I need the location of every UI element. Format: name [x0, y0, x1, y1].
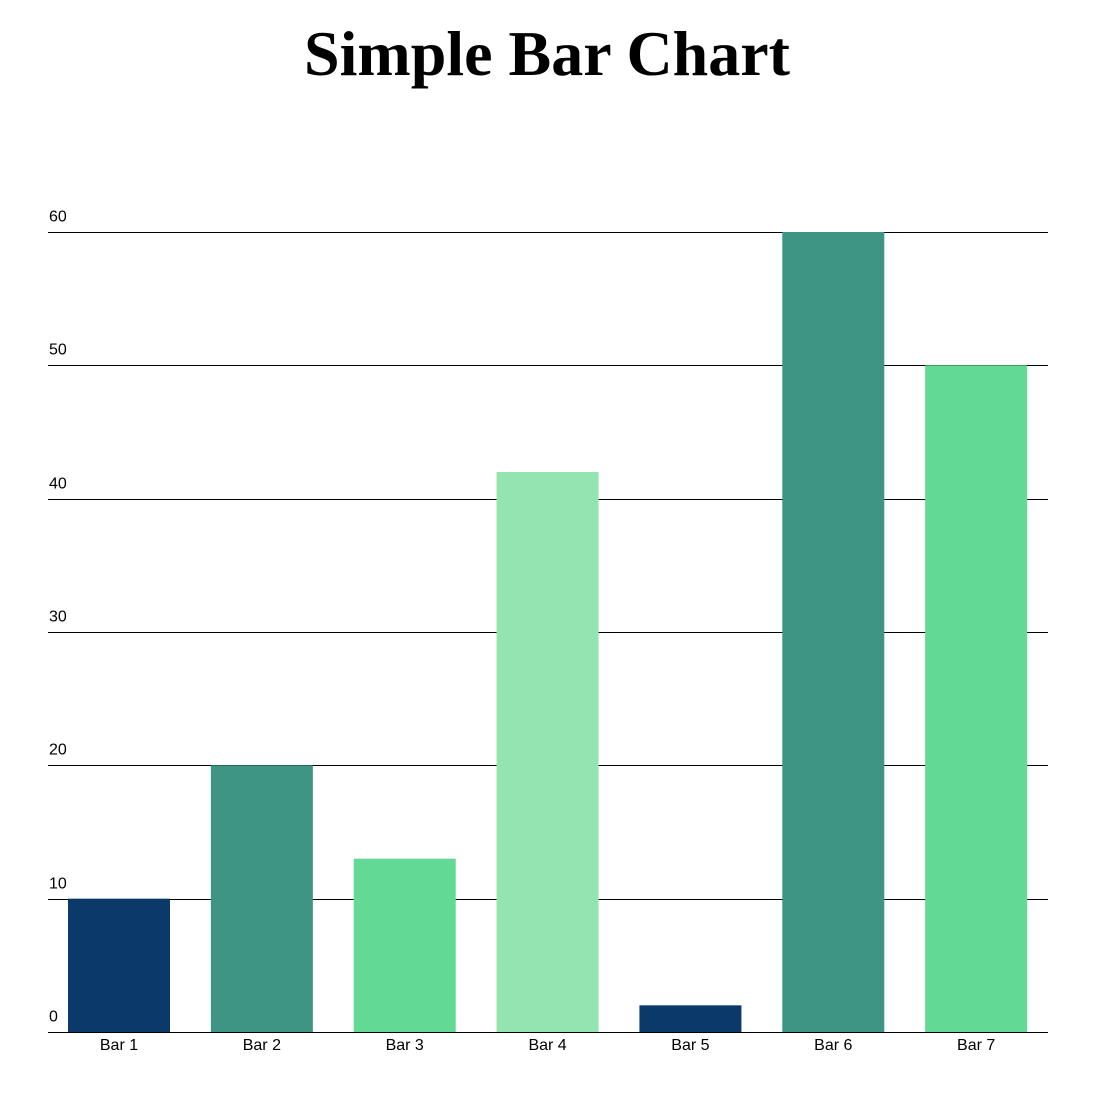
- bar-3: [353, 858, 456, 1032]
- y-tick-label: 30: [49, 609, 67, 626]
- bar-2: [210, 765, 313, 1032]
- chart-title: Simple Bar Chart: [304, 18, 790, 89]
- x-category-label: Bar 5: [671, 1037, 709, 1054]
- bar-7: [925, 365, 1028, 1032]
- bar-5: [639, 1005, 742, 1032]
- x-category-label: Bar 3: [386, 1037, 424, 1054]
- x-category-label: Bar 6: [814, 1037, 852, 1054]
- y-axis-ticks: 0 10 20 30 40 50 60: [49, 209, 67, 1026]
- bars: [68, 232, 1028, 1032]
- x-category-label: Bar 4: [528, 1037, 566, 1054]
- x-category-label: Bar 1: [100, 1037, 138, 1054]
- y-tick-label: 40: [49, 476, 67, 493]
- bar-4: [496, 472, 599, 1032]
- x-category-label: Bar 2: [243, 1037, 281, 1054]
- x-category-label: Bar 7: [957, 1037, 995, 1054]
- y-tick-label: 20: [49, 742, 67, 759]
- y-tick-label: 10: [49, 876, 67, 893]
- bar-6: [782, 232, 885, 1032]
- y-tick-label: 60: [49, 209, 67, 226]
- y-tick-label: 50: [49, 342, 67, 359]
- x-axis-labels: Bar 1 Bar 2 Bar 3 Bar 4 Bar 5 Bar 6 Bar 7: [100, 1037, 995, 1054]
- y-tick-label: 0: [49, 1009, 58, 1026]
- bar-1: [68, 898, 170, 1032]
